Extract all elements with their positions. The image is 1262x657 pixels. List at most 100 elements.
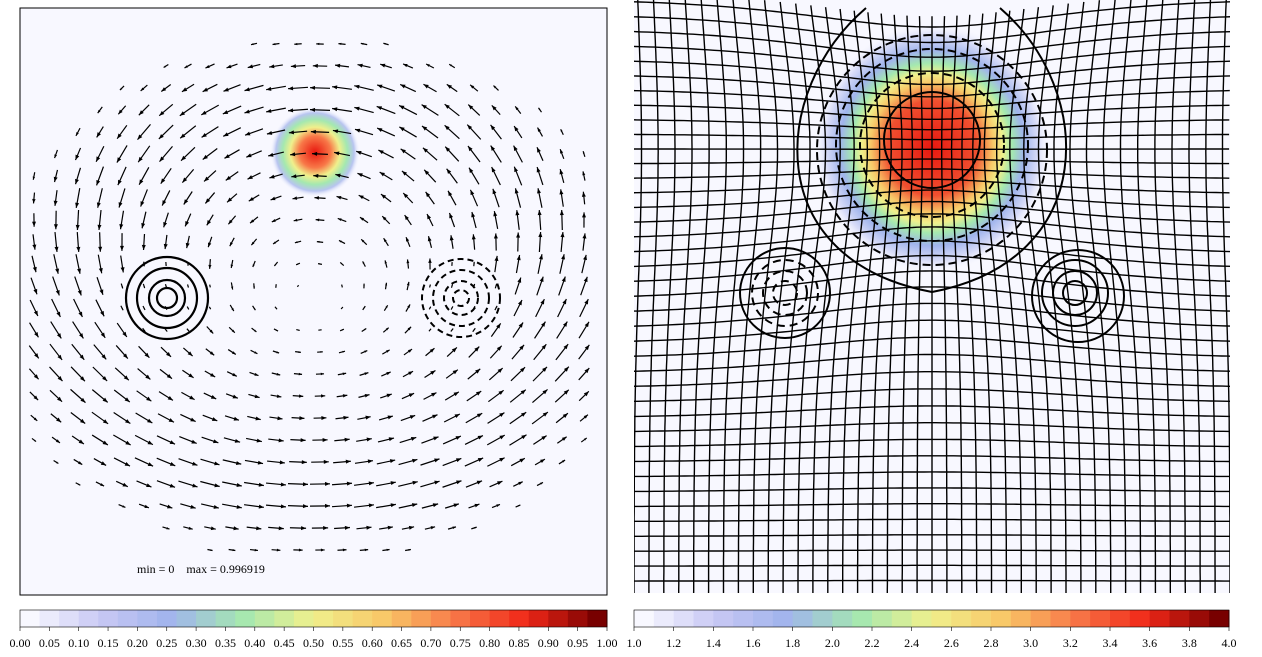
grid-line (1136, 0, 1157, 593)
arrow-head (210, 372, 216, 378)
arrow-head (363, 306, 366, 309)
colorbar-cell (117, 610, 138, 627)
arrow-head (234, 438, 241, 443)
arrow-head (192, 461, 198, 466)
arrow-head (427, 213, 432, 220)
arrow-head (244, 109, 250, 114)
arrow-head (288, 130, 295, 135)
arrow-head (385, 282, 388, 286)
grid-line (634, 168, 1230, 179)
arrow-head (233, 526, 239, 531)
arrow-head (122, 331, 127, 337)
arrow-head (491, 167, 496, 173)
arrow-head (118, 109, 123, 115)
arrow-head (119, 224, 124, 230)
arrow-head (310, 107, 316, 112)
arrow-head (55, 268, 60, 274)
grid-line (634, 0, 643, 593)
arrow-head (274, 263, 277, 266)
arrow-head (159, 156, 165, 162)
colorbar-tick-label: 0.85 (508, 636, 529, 650)
arrow-head (583, 437, 587, 441)
arrow-head (424, 169, 430, 175)
arrow-head (55, 290, 60, 296)
arrow-head (100, 310, 105, 317)
arrow-head (244, 87, 250, 92)
grid-line (634, 422, 1230, 433)
colorbar-cell (489, 610, 510, 627)
grid-line (634, 45, 1230, 72)
arrow-head (269, 174, 275, 179)
arrow-head (469, 167, 474, 173)
arrow-head (475, 391, 482, 396)
arrow-head (205, 64, 210, 69)
arrow-head (386, 349, 390, 353)
arrow-head (226, 64, 232, 69)
arrow-head (296, 263, 298, 265)
colorbar-tick-label: 3.4 (1103, 636, 1118, 650)
colorbar-tick-label: 0.95 (567, 636, 588, 650)
arrow-head (497, 368, 503, 373)
colorbar-cell (352, 610, 373, 627)
arrow-head (143, 286, 145, 289)
arrow-head (496, 345, 502, 351)
arrow-head (380, 63, 386, 68)
arrow-head (185, 242, 190, 249)
arrow-head (539, 254, 543, 260)
arrow-head (338, 240, 342, 243)
colorbars: 0.00 0.05 0.10 0.15 0.20 0.25 0.30 0.35 0.40 0.45… (10, 609, 1237, 650)
colorbar-cell (1189, 610, 1210, 627)
arrow-head (32, 266, 37, 273)
colorbar-cell (1169, 610, 1190, 627)
arrow-head (187, 308, 189, 310)
arrow-head (364, 393, 370, 398)
grid-line (722, 0, 745, 593)
arrow-head (169, 440, 176, 445)
arrow-head (390, 503, 396, 508)
arrow-head (400, 148, 406, 154)
arrow-head (399, 126, 405, 132)
arrow-head (266, 86, 272, 91)
arrow-head (368, 481, 374, 486)
arrow-head (292, 196, 298, 200)
arrow-head (97, 109, 101, 114)
colorbar-cell (634, 610, 655, 627)
arrow-head (181, 155, 187, 161)
grid-line (996, 10, 1022, 593)
arrow-head (377, 84, 383, 89)
arrow-head (210, 394, 217, 399)
arrow-head (298, 548, 303, 552)
arrow-head (536, 167, 541, 173)
arrow-head (268, 152, 274, 157)
arrow-head (492, 188, 497, 195)
arrow-head (342, 329, 344, 331)
grid-line (634, 319, 1230, 342)
arrow-head (139, 179, 144, 185)
arrow-head (258, 504, 264, 509)
arrow-head (403, 63, 408, 68)
arrow-head (452, 526, 456, 530)
arrow-head (276, 329, 279, 332)
arrow-head (302, 504, 308, 509)
arrow-head (357, 63, 363, 68)
grid-line (782, 3, 811, 593)
arrow-head (358, 195, 364, 200)
arrow-head (499, 412, 505, 417)
arrow-head (76, 246, 81, 252)
arrow-head (493, 233, 498, 239)
arrow-head (476, 413, 483, 418)
arrow-head (429, 328, 432, 331)
arrow-head (75, 224, 80, 230)
colorbar-cell (39, 610, 60, 627)
arrow-head (520, 389, 526, 395)
arrow-head (209, 351, 215, 356)
arrow-head (78, 311, 83, 317)
arrow-head (446, 168, 452, 174)
arrow-head (516, 255, 521, 261)
arrow-head (144, 352, 150, 358)
arrow-head (78, 439, 84, 444)
arrow-head (223, 87, 229, 92)
arrow-head (537, 127, 541, 132)
arrow-head (539, 276, 544, 283)
arrow-head (182, 177, 188, 183)
